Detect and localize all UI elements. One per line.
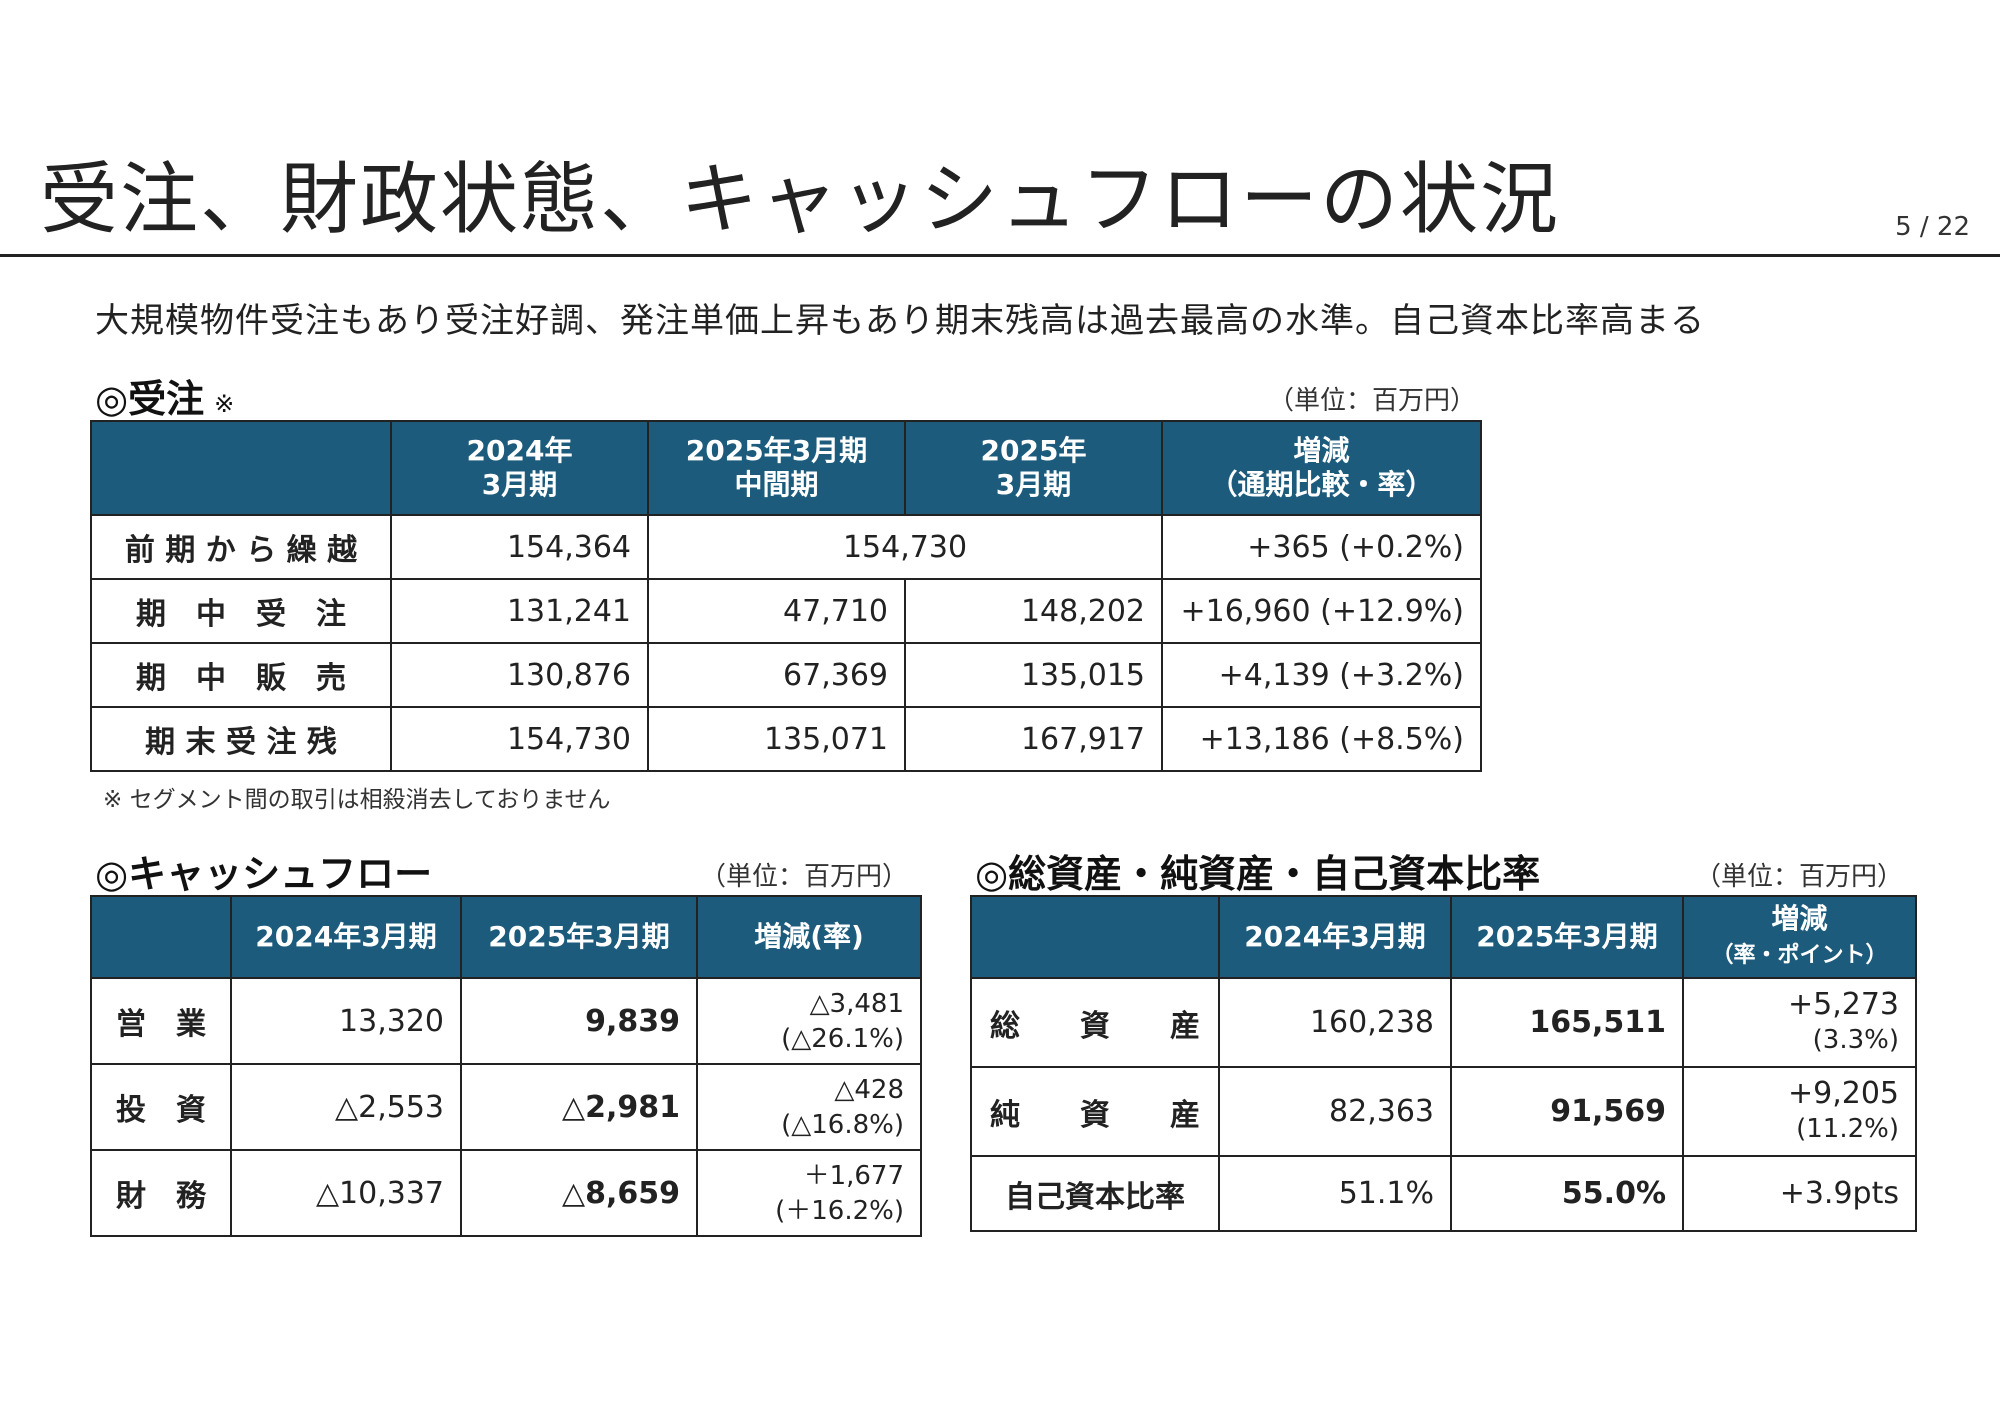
value-2024: 130,876 xyxy=(390,642,649,708)
table-row: 営 業 13,320 9,839 △3,481 (△26.1%) xyxy=(90,977,922,1065)
slide-subtitle: 大規模物件受注もあり受注好調、発注単価上昇もあり期末残高は過去最高の水準。自己資… xyxy=(95,301,1705,341)
value-2024: 13,320 xyxy=(230,977,462,1065)
value-2024: 131,241 xyxy=(390,578,649,644)
value-2024: 154,730 xyxy=(390,706,649,772)
value-2024: 82,363 xyxy=(1218,1066,1452,1157)
table-row: 総 資 産 160,238 165,511 +5,273 (3.3%) xyxy=(970,977,1917,1068)
orders-header-row: 2024年 3月期 2025年3月期 中間期 2025年 3月期 増減 （通期比較・率） xyxy=(90,420,1482,516)
orders-col-2025: 2025年 3月期 xyxy=(904,420,1163,516)
value-interim: 47,710 xyxy=(647,578,906,644)
value-2025: 9,839 xyxy=(460,977,698,1065)
slide-title: 受注、財政状態、キャッシュフローの状況 xyxy=(40,155,1561,245)
row-label: 総 資 産 xyxy=(970,977,1220,1068)
balance-col-2025: 2025年3月期 xyxy=(1450,895,1684,979)
value-2025: △8,659 xyxy=(460,1149,698,1237)
value-2025: △2,981 xyxy=(460,1063,698,1151)
value-interim: 67,369 xyxy=(647,642,906,708)
cashflow-header-row: 2024年3月期 2025年3月期 増減(率) xyxy=(90,895,922,979)
cashflow-col-2024: 2024年3月期 xyxy=(230,895,462,979)
value-2024: △10,337 xyxy=(230,1149,462,1237)
table-row: 純 資 産 82,363 91,569 +9,205 (11.2%) xyxy=(970,1066,1917,1157)
table-row: 投 資 △2,553 △2,981 △428 (△16.8%) xyxy=(90,1063,922,1151)
value-2025: 167,917 xyxy=(904,706,1163,772)
value-merged: 154,730 xyxy=(647,514,1163,580)
balance-header-row: 2024年3月期 2025年3月期 増減 （率・ポイント） xyxy=(970,895,1917,979)
balance-header-corner xyxy=(970,895,1220,979)
title-divider xyxy=(0,254,2000,257)
value-interim: 135,071 xyxy=(647,706,906,772)
orders-header-corner xyxy=(90,420,392,516)
value-change: +365 (+0.2%) xyxy=(1161,514,1482,580)
value-2024: 154,364 xyxy=(390,514,649,580)
balance-unit: （単位：百万円） xyxy=(1695,862,1904,892)
row-label: 投 資 xyxy=(90,1063,232,1151)
cashflow-unit: （単位：百万円） xyxy=(700,862,909,892)
value-2024: 160,238 xyxy=(1218,977,1452,1068)
page-number: 5 / 22 xyxy=(1895,212,1970,242)
value-change: +5,273 (3.3%) xyxy=(1682,977,1917,1068)
balance-col-2024: 2024年3月期 xyxy=(1218,895,1452,979)
cashflow-col-change: 増減(率) xyxy=(696,895,922,979)
row-label: 財 務 xyxy=(90,1149,232,1237)
balance-col-change: 増減 （率・ポイント） xyxy=(1682,895,1917,979)
row-label: 期 中 受 注 xyxy=(90,578,392,644)
orders-col-2024: 2024年 3月期 xyxy=(390,420,649,516)
cashflow-col-2025: 2025年3月期 xyxy=(460,895,698,979)
orders-col-change: 増減 （通期比較・率） xyxy=(1161,420,1482,516)
value-2025: 148,202 xyxy=(904,578,1163,644)
table-row: 財 務 △10,337 △8,659 ＋1,677 (＋16.2%) xyxy=(90,1149,922,1237)
value-2025: 91,569 xyxy=(1450,1066,1684,1157)
value-2025: 55.0% xyxy=(1450,1155,1684,1232)
row-label: 自己資本比率 xyxy=(970,1155,1220,1232)
orders-section-title: ◎受注 ※ xyxy=(95,368,234,423)
orders-title-text: ◎受注 xyxy=(95,377,205,421)
orders-footnote: ※ セグメント間の取引は相殺消去しておりません xyxy=(103,787,611,813)
balance-table: 2024年3月期 2025年3月期 増減 （率・ポイント） 総 資 産 160,2… xyxy=(970,895,1917,1232)
row-label: 営 業 xyxy=(90,977,232,1065)
table-row: 前 期 か ら 繰 越 154,364 154,730 +365 (+0.2%) xyxy=(90,514,1482,580)
orders-note-mark: ※ xyxy=(214,390,235,418)
cashflow-table: 2024年3月期 2025年3月期 増減(率) 営 業 13,320 9,839… xyxy=(90,895,922,1237)
value-change: △428 (△16.8%) xyxy=(696,1063,922,1151)
value-change: +3.9pts xyxy=(1682,1155,1917,1232)
row-label: 前 期 か ら 繰 越 xyxy=(90,514,392,580)
value-change: +4,139 (+3.2%) xyxy=(1161,642,1482,708)
table-row: 期 中 受 注 131,241 47,710 148,202 +16,960 (… xyxy=(90,578,1482,644)
value-change: △3,481 (△26.1%) xyxy=(696,977,922,1065)
value-2024: △2,553 xyxy=(230,1063,462,1151)
value-change: +9,205 (11.2%) xyxy=(1682,1066,1917,1157)
row-label: 純 資 産 xyxy=(970,1066,1220,1157)
value-change: ＋1,677 (＋16.2%) xyxy=(696,1149,922,1237)
row-label: 期 中 販 売 xyxy=(90,642,392,708)
table-row: 期 中 販 売 130,876 67,369 135,015 +4,139 (+… xyxy=(90,642,1482,708)
value-change: +16,960 (+12.9%) xyxy=(1161,578,1482,644)
balance-section-title: ◎総資産・純資産・自己資本比率 xyxy=(975,852,1541,896)
orders-col-interim: 2025年3月期 中間期 xyxy=(647,420,906,516)
orders-unit: （単位：百万円） xyxy=(1268,386,1477,416)
value-2025: 135,015 xyxy=(904,642,1163,708)
cashflow-header-corner xyxy=(90,895,232,979)
table-row: 期 末 受 注 残 154,730 135,071 167,917 +13,18… xyxy=(90,706,1482,772)
table-row: 自己資本比率 51.1% 55.0% +3.9pts xyxy=(970,1155,1917,1232)
value-change: +13,186 (+8.5%) xyxy=(1161,706,1482,772)
value-2024: 51.1% xyxy=(1218,1155,1452,1232)
value-2025: 165,511 xyxy=(1450,977,1684,1068)
orders-table: 2024年 3月期 2025年3月期 中間期 2025年 3月期 増減 （通期比較・率）… xyxy=(90,420,1482,772)
row-label: 期 末 受 注 残 xyxy=(90,706,392,772)
cashflow-section-title: ◎キャッシュフロー xyxy=(95,852,433,896)
